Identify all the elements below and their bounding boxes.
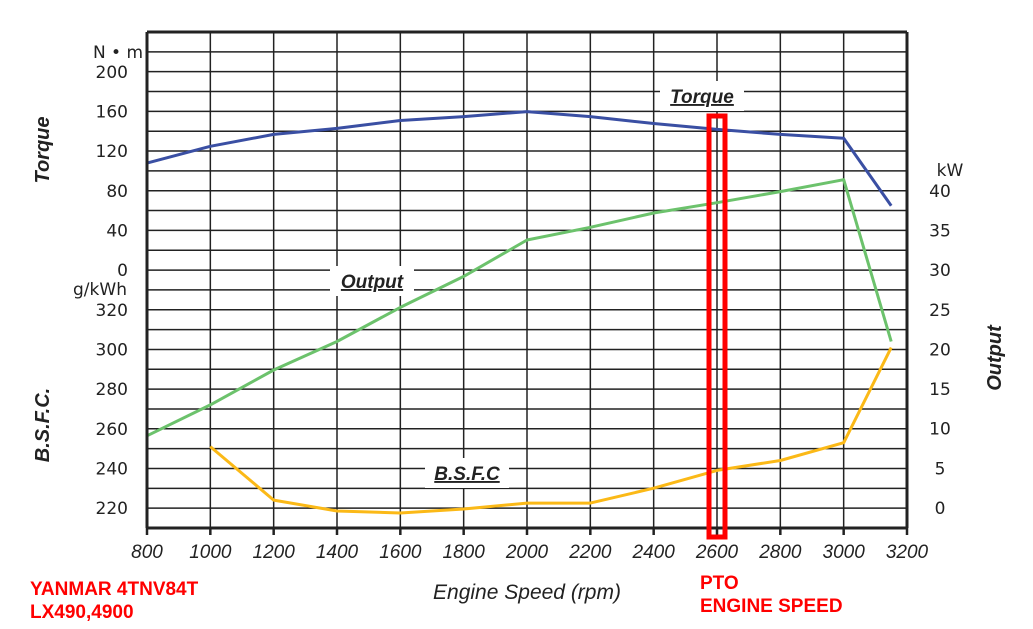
bsfc-tick-label: 240 bbox=[96, 459, 128, 479]
curve-label-torque: Torque bbox=[670, 87, 734, 108]
x-tick-label: 1000 bbox=[189, 542, 232, 563]
output-tick-label: 0 bbox=[935, 499, 946, 519]
torque-axis-title: Torque bbox=[32, 116, 54, 183]
curve-labels: Torque Output B.S.F.C bbox=[330, 81, 744, 488]
pto-speed-highlight bbox=[706, 113, 728, 540]
x-tick-label: 2400 bbox=[632, 542, 676, 563]
torque-tick-label: 200 bbox=[96, 63, 128, 83]
output-tick-label: 20 bbox=[929, 340, 951, 360]
bsfc-tick-label: 300 bbox=[96, 341, 128, 361]
output-unit: kW bbox=[937, 161, 964, 181]
tick-labels: 800 1000 1200 1400 1600 1800 2000 2200 2400 2600 2… bbox=[96, 63, 951, 563]
x-tick-label: 2600 bbox=[695, 542, 739, 563]
x-tick-label: 3000 bbox=[823, 542, 866, 563]
model-label-line2: LX490,4900 bbox=[30, 602, 134, 623]
curve-label-output: Output bbox=[341, 272, 404, 293]
x-tick-label: 2200 bbox=[568, 542, 612, 563]
x-tick-label: 1800 bbox=[443, 542, 486, 563]
grid bbox=[147, 32, 907, 528]
torque-tick-label: 120 bbox=[96, 142, 128, 162]
torque-tick-label: 40 bbox=[106, 221, 128, 241]
x-tick-label: 1400 bbox=[316, 542, 359, 563]
curve-label-bg bbox=[425, 458, 509, 488]
bsfc-unit: g/kWh bbox=[73, 280, 127, 300]
output-tick-label: 40 bbox=[929, 182, 951, 202]
output-tick-label: 15 bbox=[929, 380, 951, 400]
x-tick-label: 1200 bbox=[253, 542, 296, 563]
x-tick-label: 1600 bbox=[379, 542, 422, 563]
curve-label-bg bbox=[660, 81, 744, 111]
output-tick-label: 25 bbox=[929, 301, 951, 321]
x-tick-label: 2000 bbox=[505, 542, 549, 563]
output-axis-title: Output bbox=[984, 324, 1006, 391]
bsfc-tick-label: 260 bbox=[96, 420, 128, 440]
output-tick-label: 35 bbox=[929, 221, 951, 241]
model-label-line1: YANMAR 4TNV84T bbox=[30, 579, 199, 600]
x-axis-title: Engine Speed (rpm) bbox=[433, 581, 621, 604]
bsfc-tick-label: 220 bbox=[96, 499, 128, 519]
series-line-torque bbox=[146, 110, 893, 207]
bsfc-tick-label: 320 bbox=[96, 301, 128, 321]
x-tick-label: 3200 bbox=[886, 542, 929, 563]
output-tick-label: 5 bbox=[935, 459, 946, 479]
torque-tick-label: 160 bbox=[96, 103, 128, 123]
torque-tick-label: 0 bbox=[117, 261, 128, 281]
bsfc-axis-title: B.S.F.C. bbox=[32, 388, 54, 462]
pto-label-line2: ENGINE SPEED bbox=[700, 596, 843, 617]
series-lines bbox=[146, 110, 893, 515]
output-tick-label: 10 bbox=[929, 420, 951, 440]
x-tick-label: 2800 bbox=[758, 542, 802, 563]
x-tick-label: 800 bbox=[131, 542, 163, 563]
torque-tick-label: 80 bbox=[106, 182, 128, 202]
series-line-output bbox=[146, 178, 893, 438]
plot-frame bbox=[145, 30, 909, 540]
curve-label-bsfc: B.S.F.C bbox=[434, 464, 500, 485]
bsfc-tick-label: 280 bbox=[96, 380, 128, 400]
curve-label-bg bbox=[330, 266, 414, 296]
series-line-bsfc bbox=[209, 346, 893, 515]
output-tick-label: 30 bbox=[929, 261, 951, 281]
pto-label-line1: PTO bbox=[700, 573, 739, 594]
torque-unit: N • m bbox=[93, 43, 143, 63]
